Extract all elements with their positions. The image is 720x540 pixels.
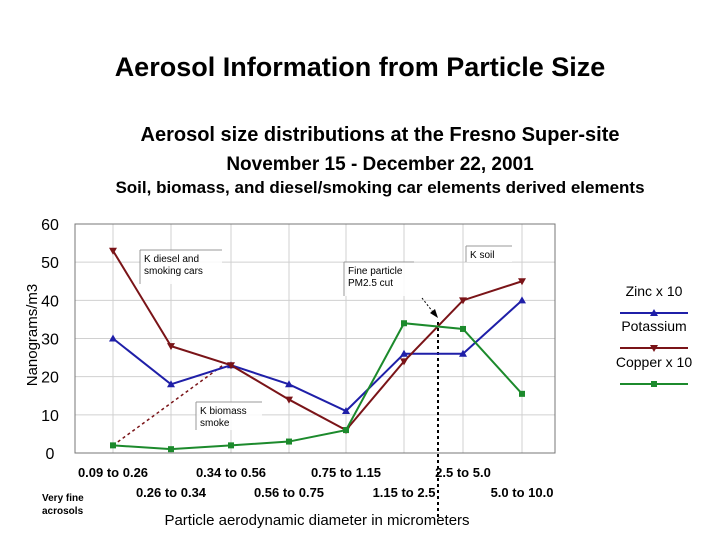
annotation-text: K biomass xyxy=(200,406,247,417)
data-point xyxy=(168,446,174,453)
x-tick-label: 2.5 to 5.0 xyxy=(435,465,491,480)
data-point xyxy=(460,325,466,332)
data-point xyxy=(518,296,526,304)
annotation-bg xyxy=(466,246,512,262)
annotation-bg xyxy=(344,262,414,296)
gridlines xyxy=(75,223,555,454)
x-axis-label: Particle aerodynamic diameter in microme… xyxy=(164,512,469,529)
legend-label: Potassium xyxy=(621,318,686,334)
x-tick-label: 1.15 to 2.5 xyxy=(373,485,436,500)
series-line xyxy=(112,322,523,451)
data-point xyxy=(459,349,467,357)
y-tick-label: 40 xyxy=(41,293,59,310)
annotation-bg xyxy=(196,402,262,430)
data-point xyxy=(650,345,658,352)
data-point xyxy=(286,438,292,445)
x-footnote-line-1: Very fine xyxy=(42,493,84,504)
annotation-text: Fine particle xyxy=(348,266,403,277)
x-tick-label: 0.56 to 0.75 xyxy=(254,485,324,500)
plot-area xyxy=(74,223,556,454)
y-axis-label: Nanograms/m3 xyxy=(24,284,41,387)
chart-subtitle-elements: Soil, biomass, and diesel/smoking car el… xyxy=(115,178,645,197)
x-tick-label: 0.09 to 0.26 xyxy=(78,465,148,480)
legend-item: Copper x 10 xyxy=(616,354,692,387)
data-point xyxy=(519,390,525,397)
data-point xyxy=(401,320,407,327)
data-point xyxy=(167,343,175,351)
data-point xyxy=(400,358,408,366)
series-lines xyxy=(109,247,526,453)
data-point xyxy=(167,380,175,388)
series-line xyxy=(112,299,523,413)
data-point xyxy=(228,442,234,449)
y-tick-label: 60 xyxy=(41,217,59,234)
slide-title: Aerosol Information from Particle Size xyxy=(114,52,606,82)
annotation-k-soil: K soil xyxy=(465,245,512,262)
data-point xyxy=(110,442,116,449)
x-axis-categories: 0.09 to 0.26 0.26 to 0.34 0.34 to 0.56 0.56… xyxy=(78,465,553,500)
x-tick-label: 0.34 to 0.56 xyxy=(196,465,266,480)
annotation-text: smoke xyxy=(200,418,230,429)
legend-label: Zinc x 10 xyxy=(626,283,683,299)
annotation-text: smoking cars xyxy=(144,266,203,277)
data-point xyxy=(343,427,349,434)
legend-item: Zinc x 10 xyxy=(620,283,688,316)
y-tick-label: 50 xyxy=(41,255,59,272)
annotation-text: K diesel and xyxy=(144,254,199,265)
data-point xyxy=(342,407,350,415)
data-point xyxy=(400,349,408,357)
biomass-dashed-line xyxy=(112,364,224,446)
x-tick-label: 0.26 to 0.34 xyxy=(136,485,207,500)
chart-title: Aerosol size distributions at the Fresno… xyxy=(140,124,620,146)
data-point xyxy=(518,278,526,286)
annotation-text: K soil xyxy=(470,250,494,261)
data-point xyxy=(285,380,293,388)
y-axis-ticks: 0 10 20 30 40 50 60 xyxy=(41,217,59,463)
y-tick-label: 30 xyxy=(41,332,59,349)
data-point xyxy=(459,297,467,305)
series-copper-x-10 xyxy=(110,320,525,453)
chart-subtitle: November 15 - December 22, 2001 xyxy=(226,154,534,175)
pm25-pointer-head xyxy=(430,309,438,318)
legend-label: Copper x 10 xyxy=(616,354,692,370)
series-line xyxy=(112,250,523,432)
y-tick-label: 10 xyxy=(41,408,59,425)
y-tick-label: 0 xyxy=(46,446,55,463)
x-footnote-line-2: acrosols xyxy=(42,506,84,517)
x-tick-label: 5.0 to 10.0 xyxy=(491,485,554,500)
annotation-bg xyxy=(140,250,222,284)
data-point xyxy=(285,396,293,404)
annotation-text: PM2.5 cut xyxy=(348,278,393,289)
x-tick-label: 0.75 to 1.15 xyxy=(311,465,381,480)
legend: Zinc x 10 Potassium Copper x 10 xyxy=(616,283,692,387)
data-point xyxy=(109,247,117,255)
legend-item: Potassium xyxy=(620,318,688,352)
data-point xyxy=(650,309,658,316)
y-tick-label: 20 xyxy=(41,370,59,387)
data-point xyxy=(109,334,117,342)
data-point xyxy=(651,381,657,387)
data-point xyxy=(227,362,235,370)
